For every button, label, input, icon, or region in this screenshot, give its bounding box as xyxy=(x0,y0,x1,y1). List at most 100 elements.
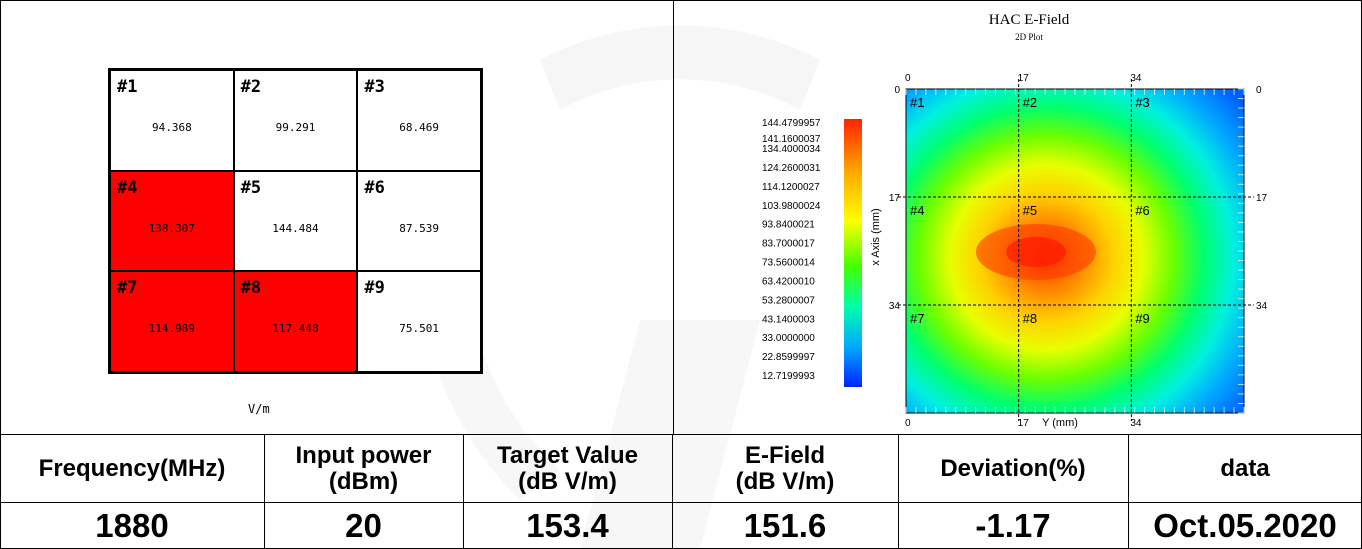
x-tick-label-top: 0 xyxy=(905,73,911,84)
header-text: Target Value (dB V/m) xyxy=(497,441,638,495)
grid-cell-5: #5 144.484 xyxy=(233,170,358,272)
e-field-heatmap-chart: HAC E-Field 2D Plot 144.4799957 141.16000… xyxy=(762,12,1268,429)
colorbar-label: 63.4200010 xyxy=(762,276,815,287)
grid-cell-label: #5 xyxy=(240,177,262,198)
table-column-border xyxy=(898,434,899,549)
colorbar-label: 22.8599997 xyxy=(762,352,815,363)
header-line: (dBm) xyxy=(328,467,399,495)
colorbar-label: 144.4799957 xyxy=(762,118,821,129)
header-deviation: Deviation(%) xyxy=(898,435,1128,502)
x-tick-label-top: 34 xyxy=(1130,73,1142,84)
table-top-border xyxy=(0,434,1362,435)
value-frequency: 1880 xyxy=(95,507,169,544)
value-deviation: -1.17 xyxy=(975,507,1051,544)
header-line: data xyxy=(1220,454,1270,482)
grid-cell-1: #1 94.368 xyxy=(110,70,234,171)
colorbar-label: 103.9800024 xyxy=(762,201,821,212)
x-tick-label-bottom: 0 xyxy=(905,418,911,429)
grid-cell-label: #8 xyxy=(240,278,262,299)
e-field-grid: #1 94.368 #2 99.291 #3 68.469 #4 138.307 #5 144.4… xyxy=(108,68,483,374)
colorbar-label: 134.4000034 xyxy=(762,144,821,155)
value-target-value: 153.4 xyxy=(526,507,609,544)
region-label: #9 xyxy=(1135,311,1149,326)
colorbar-label: 73.5600014 xyxy=(762,258,815,269)
header-text: E-Field (dB V/m) xyxy=(735,441,835,495)
grid-cell-value: 75.501 xyxy=(399,322,440,336)
header-text: Deviation(%) xyxy=(940,454,1086,482)
grid-cell-value: 87.539 xyxy=(399,221,440,235)
header-line: Input power xyxy=(295,441,432,469)
grid-cell-label: #9 xyxy=(364,278,385,299)
region-label: #7 xyxy=(910,311,924,326)
header-text: Frequency(MHz) xyxy=(38,454,226,482)
header-text: Input power (dBm) xyxy=(295,441,432,495)
y-tick-label-right: 17 xyxy=(1256,193,1268,204)
y-tick-label-right: 34 xyxy=(1256,301,1268,312)
grid-cell-value: 68.469 xyxy=(399,121,440,134)
grid-cell-label: #3 xyxy=(364,77,385,97)
region-label: #1 xyxy=(910,95,924,110)
colorbar-label: 83.7000017 xyxy=(762,239,815,250)
value-input-power: 20 xyxy=(345,507,382,544)
header-target-value: Target Value (dB V/m) xyxy=(463,435,672,502)
colorbar-label: 141.1600037 xyxy=(762,134,821,145)
header-text: data xyxy=(1220,454,1270,482)
grid-cell-value: 138.307 xyxy=(148,221,195,235)
region-label: #6 xyxy=(1135,203,1149,218)
grid-cell-label: #1 xyxy=(117,77,138,97)
region-label: #8 xyxy=(1023,311,1037,326)
y-tick-label-left: 0 xyxy=(894,85,900,96)
colorbar-label: 114.1200027 xyxy=(762,182,820,193)
grid-cell-value: 114.989 xyxy=(148,322,195,336)
region-label: #3 xyxy=(1135,95,1149,110)
table-column-border xyxy=(264,434,265,549)
x-tick-label-top: 17 xyxy=(1018,73,1030,84)
colorbar-label: 43.1400003 xyxy=(762,314,815,325)
header-line: (dB V/m) xyxy=(735,467,835,495)
grid-cell-3: #3 68.469 xyxy=(357,70,481,171)
grid-cell-9: #9 75.501 xyxy=(357,271,481,372)
colorbar xyxy=(844,119,862,387)
table-column-border xyxy=(463,434,464,549)
y-tick-label-left: 17 xyxy=(889,193,901,204)
table-row-border xyxy=(0,502,1362,503)
header-line: Deviation(%) xyxy=(940,454,1086,482)
colorbar-label: 124.2600031 xyxy=(762,163,821,174)
region-label: #2 xyxy=(1023,95,1037,110)
header-line: Target Value xyxy=(497,441,638,469)
header-input-power: Input power (dBm) xyxy=(264,435,463,502)
region-label: #4 xyxy=(910,203,924,218)
table-column-border xyxy=(1128,434,1129,549)
header-line: (dB V/m) xyxy=(518,467,617,495)
grid-cell-value: 94.368 xyxy=(151,121,192,134)
x-tick-label-bottom: 34 xyxy=(1130,418,1142,429)
grid-cell-label: #2 xyxy=(240,77,262,97)
panel-divider xyxy=(673,0,674,434)
colorbar-label: 12.7199993 xyxy=(762,371,815,382)
table-column-border xyxy=(672,434,673,549)
header-frequency: Frequency(MHz) xyxy=(0,435,264,502)
region-label: #5 xyxy=(1023,203,1037,218)
x-axis-label: Y (mm) xyxy=(1042,417,1078,429)
grid-cell-value: 99.291 xyxy=(275,121,316,134)
grid-cell-label: #4 xyxy=(117,177,138,198)
colorbar-label: 53.2800007 xyxy=(762,295,815,306)
grid-cell-7: #7 114.989 xyxy=(110,271,234,372)
grid-cell-4: #4 138.307 xyxy=(110,170,234,272)
y-tick-label-left: 34 xyxy=(889,301,901,312)
header-date: data xyxy=(1128,435,1362,502)
header-line: E-Field xyxy=(744,441,825,469)
chart-title: HAC E-Field xyxy=(989,12,1070,28)
grid-cell-2: #2 99.291 xyxy=(233,70,358,171)
chart-subtitle: 2D Plot xyxy=(1015,32,1043,42)
colorbar-label: 33.0000000 xyxy=(762,333,815,344)
grid-cell-6: #6 87.539 xyxy=(357,170,481,272)
grid-unit-label: V/m xyxy=(248,402,270,416)
value-date: Oct.05.2020 xyxy=(1153,507,1337,544)
grid-cell-8: #8 117.448 xyxy=(233,271,358,372)
header-line: Frequency(MHz) xyxy=(38,454,226,482)
header-e-field: E-Field (dB V/m) xyxy=(672,435,898,502)
grid-cell-value: 144.484 xyxy=(272,221,319,235)
value-e-field: 151.6 xyxy=(743,507,827,544)
grid-cell-value: 117.448 xyxy=(272,322,319,336)
